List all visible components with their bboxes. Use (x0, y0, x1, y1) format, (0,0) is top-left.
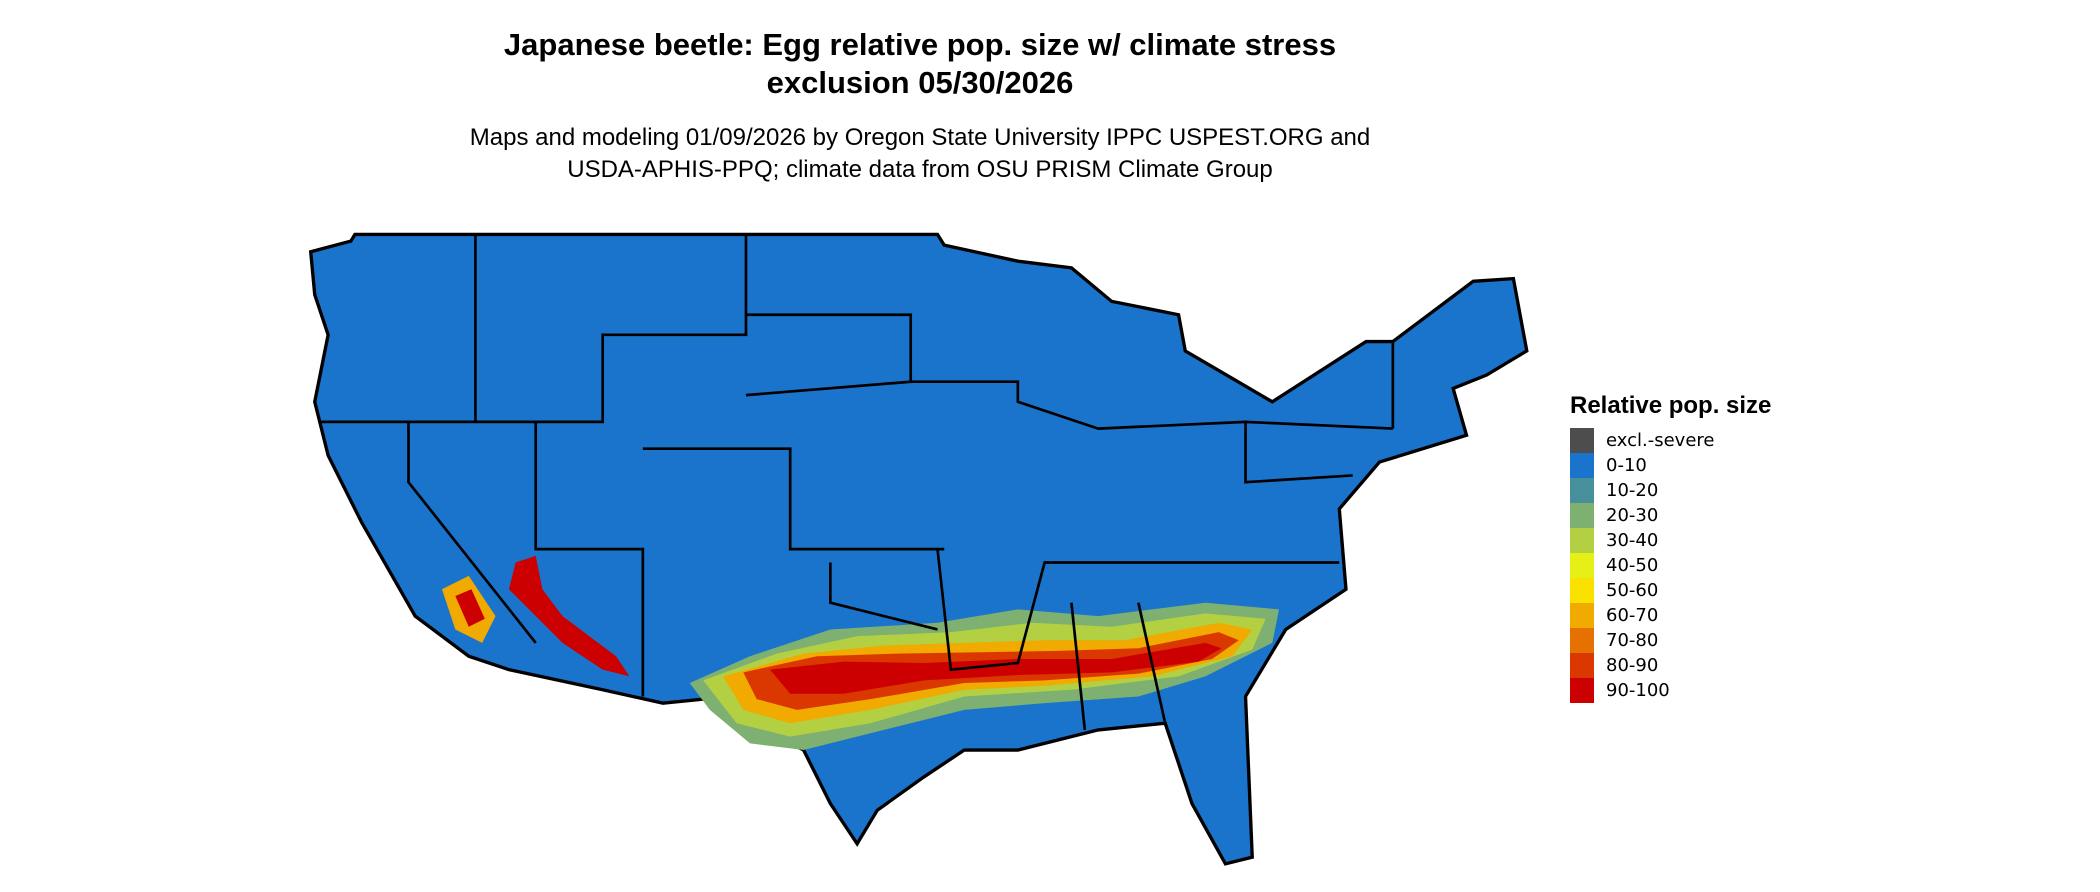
title-line-1: Japanese beetle: Egg relative pop. size … (503, 27, 1337, 62)
map-title: Japanese beetle: Egg relative pop. size … (0, 26, 1840, 102)
legend-item: excl.-severe (1570, 428, 1771, 453)
legend-swatch (1570, 603, 1594, 628)
legend-item: 70-80 (1570, 628, 1771, 653)
legend-label: 30-40 (1606, 530, 1659, 551)
legend-swatch (1570, 578, 1594, 603)
legend: Relative pop. size excl.-severe 0-10 10-20… (1570, 392, 1771, 703)
legend-swatch (1570, 528, 1594, 553)
map-subtitle: Maps and modeling 01/09/2026 by Oregon S… (0, 122, 1840, 186)
state-borders (321, 234, 1395, 731)
subtitle-line-2: USDA-APHIS-PPQ; climate data from OSU PR… (567, 156, 1273, 183)
legend-label: 10-20 (1606, 480, 1659, 501)
legend-item: 20-30 (1570, 503, 1771, 528)
legend-swatch (1570, 678, 1594, 703)
subtitle-line-1: Maps and modeling 01/09/2026 by Oregon S… (469, 124, 1371, 151)
legend-item: 90-100 (1570, 678, 1771, 703)
legend-label: 50-60 (1606, 580, 1659, 601)
legend-swatch (1570, 453, 1594, 478)
legend-label: 20-30 (1606, 505, 1659, 526)
legend-swatch (1570, 553, 1594, 578)
legend-item: 0-10 (1570, 453, 1771, 478)
legend-item: 30-40 (1570, 528, 1771, 553)
legend-item: 80-90 (1570, 653, 1771, 678)
legend-swatch (1570, 478, 1594, 503)
legend-title: Relative pop. size (1570, 392, 1772, 419)
legend-label: 80-90 (1606, 655, 1659, 676)
legend-label: 90-100 (1606, 680, 1670, 701)
title-line-2: exclusion 05/30/2026 (766, 65, 1074, 100)
legend-label: 0-10 (1606, 455, 1647, 476)
legend-label: 60-70 (1606, 605, 1659, 626)
legend-swatch (1570, 428, 1594, 453)
legend-item: 50-60 (1570, 578, 1771, 603)
legend-swatch (1570, 628, 1594, 653)
legend-label: 70-80 (1606, 630, 1659, 651)
legend-swatch (1570, 503, 1594, 528)
legend-item: 60-70 (1570, 603, 1771, 628)
legend-label: 40-50 (1606, 555, 1659, 576)
legend-items: excl.-severe 0-10 10-20 20-30 30-40 40-50 50-6… (1570, 428, 1771, 703)
legend-label: excl.-severe (1606, 430, 1715, 451)
legend-item: 40-50 (1570, 553, 1771, 578)
legend-item: 10-20 (1570, 478, 1771, 503)
high-population-band (441, 555, 1280, 751)
legend-swatch (1570, 653, 1594, 678)
